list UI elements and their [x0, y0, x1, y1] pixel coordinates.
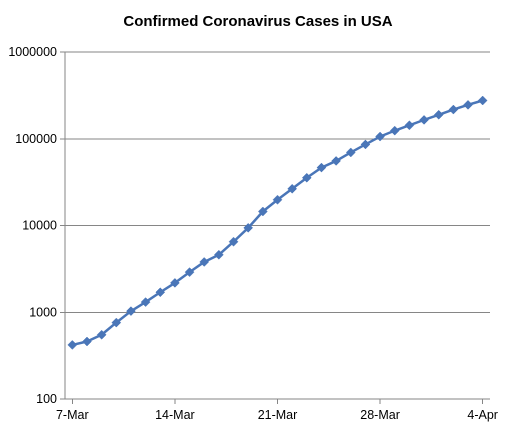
y-tick-label: 100000 [15, 132, 57, 146]
data-point [287, 183, 298, 194]
data-point [243, 222, 254, 233]
data-point [184, 267, 195, 277]
axes [60, 51, 490, 404]
data-point [477, 95, 488, 106]
data-point [331, 156, 341, 166]
y-tick-label: 1000 [29, 305, 57, 319]
data-point [67, 340, 78, 350]
data-point [389, 125, 400, 136]
x-tick-label: 7-Mar [56, 408, 89, 422]
data-point [214, 249, 224, 260]
y-tick-label: 1000000 [8, 45, 57, 59]
series-line [72, 99, 484, 347]
x-tick-label: 21-Mar [258, 408, 298, 422]
data-point [126, 306, 136, 316]
data-point [375, 131, 385, 142]
data-point [257, 206, 268, 217]
data-point [419, 115, 429, 125]
data-point [301, 172, 312, 183]
data-point [463, 99, 473, 110]
x-tick-label: 28-Mar [360, 408, 400, 422]
data-point [433, 109, 444, 120]
data-point [82, 336, 92, 347]
data-point [111, 317, 122, 328]
y-tick-label: 100 [36, 392, 57, 406]
data-point [96, 329, 107, 340]
gridlines [65, 51, 490, 313]
y-axis-tick-labels: 100 1000 10000 100000 1000000 [8, 45, 57, 406]
data-point [272, 194, 283, 205]
chart-title: Confirmed Coronavirus Cases in USA [123, 13, 392, 30]
series-layer [67, 95, 488, 350]
data-point [140, 297, 151, 307]
data-point [228, 236, 239, 247]
data-point [155, 287, 166, 298]
data-point [345, 147, 356, 158]
data-point [448, 104, 459, 115]
x-tick-label: 4-Apr [467, 408, 498, 422]
data-point [360, 139, 371, 150]
x-tick-label: 14-Mar [155, 408, 195, 422]
x-axis-tick-labels: 7-Mar 14-Mar 21-Mar 28-Mar 4-Apr [56, 408, 498, 422]
data-point [170, 278, 180, 288]
data-point [404, 120, 415, 131]
data-point [199, 257, 210, 267]
data-point [316, 162, 327, 173]
y-tick-label: 10000 [22, 219, 57, 233]
